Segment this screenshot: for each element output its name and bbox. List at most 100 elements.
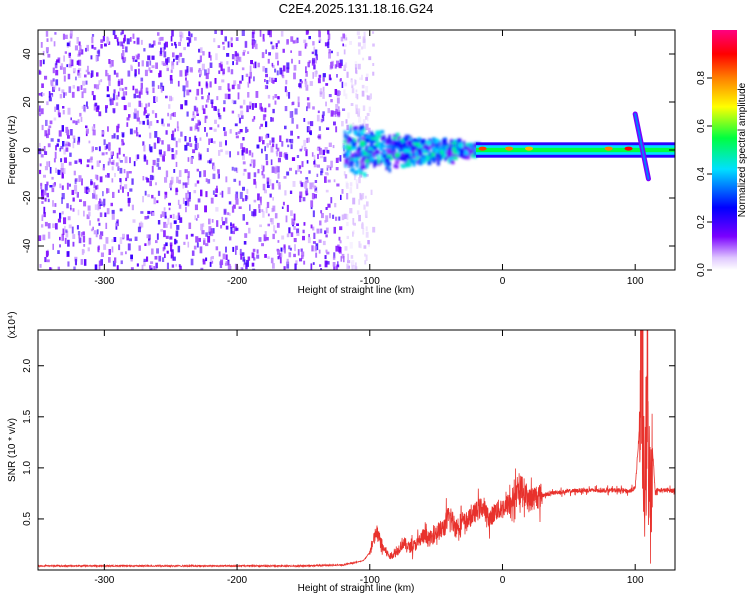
noise-speck — [140, 39, 143, 45]
noise-speck — [194, 143, 198, 151]
noise-speck — [258, 237, 262, 242]
noise-speck — [169, 242, 173, 247]
noise-speck — [213, 165, 216, 171]
signal-speck — [401, 164, 406, 169]
noise-speck — [196, 218, 198, 221]
noise-speck — [205, 232, 208, 237]
noise-speck — [50, 267, 53, 270]
noise-speck — [249, 65, 252, 72]
noise-speck — [162, 123, 165, 127]
noise-speck — [349, 41, 352, 45]
noise-speck — [202, 108, 206, 114]
signal-speck — [370, 154, 373, 160]
noise-speck — [91, 44, 94, 49]
signal-speck — [405, 156, 409, 160]
noise-speck — [134, 88, 138, 94]
signal-speck — [468, 144, 473, 149]
noise-speck — [79, 199, 82, 202]
noise-speck — [134, 108, 137, 114]
noise-speck — [41, 215, 44, 221]
signal-speck — [393, 164, 397, 168]
noise-speck — [242, 198, 245, 202]
noise-speck — [223, 100, 226, 105]
noise-speck — [234, 123, 238, 127]
noise-speck — [184, 136, 187, 142]
noise-speck — [59, 244, 61, 248]
noise-speck — [172, 112, 176, 117]
noise-speck — [199, 246, 203, 254]
noise-speck — [307, 237, 311, 244]
noise-speck — [117, 166, 120, 170]
noise-speck — [186, 37, 190, 41]
noise-speck — [290, 144, 293, 150]
noise-speck — [195, 96, 198, 101]
noise-speck — [81, 178, 83, 186]
noise-speck — [44, 197, 47, 202]
noise-speck — [143, 107, 147, 114]
noise-speck — [91, 36, 94, 44]
noise-speck — [209, 127, 213, 130]
noise-speck — [239, 105, 243, 109]
noise-speck — [164, 195, 167, 200]
noise-speck — [116, 135, 119, 140]
noise-speck — [154, 131, 158, 138]
noise-speck — [317, 110, 320, 114]
noise-speck — [113, 133, 116, 139]
noise-speck — [67, 239, 70, 247]
noise-speck — [164, 211, 167, 219]
noise-speck — [218, 70, 221, 74]
noise-speck — [95, 234, 98, 238]
signal-speck — [450, 158, 455, 165]
noise-speck — [98, 204, 101, 210]
noise-speck — [163, 230, 166, 238]
noise-speck — [68, 143, 71, 147]
noise-speck — [129, 188, 133, 192]
noise-speck — [335, 216, 338, 221]
noise-speck — [53, 117, 57, 121]
noise-speck — [45, 31, 49, 37]
noise-speck — [303, 260, 306, 265]
noise-speck — [358, 241, 361, 248]
noise-speck — [108, 142, 111, 147]
noise-speck — [156, 120, 159, 124]
noise-speck — [55, 223, 58, 230]
noise-speck — [344, 82, 348, 87]
noise-speck — [282, 201, 285, 206]
signal-speck — [343, 130, 347, 134]
noise-speck — [73, 170, 76, 176]
noise-speck — [151, 80, 155, 87]
signal-speck — [411, 153, 416, 157]
noise-speck — [173, 220, 177, 224]
noise-speck — [143, 156, 147, 162]
noise-speck — [80, 85, 83, 90]
noise-speck — [144, 216, 148, 220]
noise-speck — [271, 137, 275, 143]
noise-speck — [235, 37, 239, 41]
noise-speck — [251, 252, 255, 259]
noise-speck — [106, 188, 110, 193]
noise-speck — [47, 53, 51, 58]
noise-speck — [231, 166, 234, 171]
noise-speck — [120, 32, 123, 36]
noise-speck — [346, 124, 349, 131]
signal-speck — [346, 145, 349, 150]
noise-speck — [208, 231, 212, 236]
noise-speck — [253, 159, 256, 167]
noise-speck — [138, 245, 141, 251]
noise-speck — [245, 126, 248, 133]
signal-speck — [453, 139, 459, 143]
noise-speck — [339, 155, 342, 162]
noise-speck — [60, 63, 64, 68]
noise-speck — [178, 41, 181, 46]
snr-series-line — [38, 330, 675, 569]
noise-speck — [275, 43, 278, 49]
noise-speck — [281, 141, 284, 147]
noise-speck — [290, 232, 294, 237]
noise-speck — [291, 111, 294, 118]
signal-speck — [389, 156, 394, 161]
noise-speck — [60, 163, 64, 170]
noise-speck — [364, 260, 367, 265]
noise-speck — [54, 32, 57, 35]
noise-speck — [357, 36, 361, 39]
noise-speck — [147, 55, 151, 61]
